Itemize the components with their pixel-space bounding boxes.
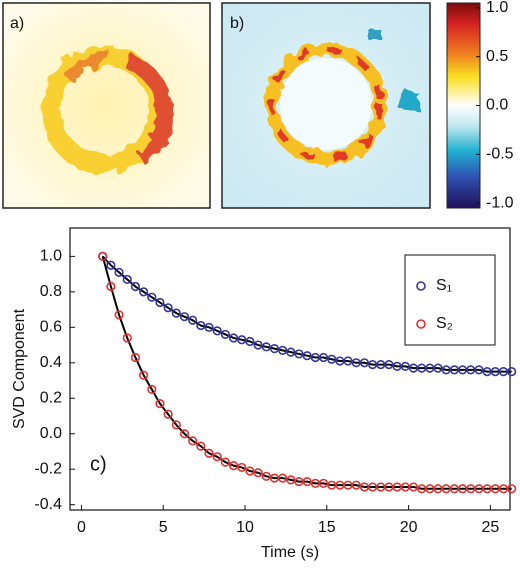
data-point [122,333,132,343]
data-point [204,322,214,332]
legend-marker [416,319,426,329]
image-b: b) [221,2,431,209]
data-point [237,462,247,473]
data-point [228,461,239,471]
data-point [286,347,296,357]
legend [404,254,496,346]
data-point [139,370,149,380]
y-tick-label: 0.6 [40,319,62,336]
y-tick-label: 0.4 [40,354,62,371]
colorbar [446,2,481,209]
legend-label: S₁ [436,277,452,294]
data-point [507,367,517,377]
panel-label: c) [90,453,107,475]
x-tick-label: 10 [236,519,254,536]
data-point [98,251,108,261]
data-point [212,326,222,336]
colorbar-tick-label: -0.5 [486,146,514,163]
data-point [343,356,353,366]
data-point [220,329,230,340]
data-point [212,452,222,462]
data-point [147,384,157,394]
data-point [220,457,230,467]
data-point [261,342,271,352]
y-tick-label: 1.0 [40,248,62,265]
data-point [114,267,124,277]
data-point [408,482,419,492]
data-point [139,287,149,297]
data-point [294,349,304,359]
data-point [155,398,165,409]
data-point [155,297,165,308]
data-point [318,352,329,363]
data-point [196,320,206,331]
legend-label: S₂ [436,315,453,332]
y-tick-label: -0.2 [34,460,62,477]
y-tick-label: 0.8 [40,283,62,300]
data-point [147,292,157,302]
x-tick-label: 15 [318,519,336,536]
data-point [359,358,370,368]
data-point [130,281,141,292]
image-a: a) [2,2,211,209]
x-tick-label: 25 [481,519,499,536]
colorbar-tick-label: 0.5 [486,48,508,65]
data-point [269,344,280,354]
data-point [474,365,484,375]
plot-frame [69,227,511,511]
data-point [245,336,255,347]
data-point [384,359,394,370]
y-tick-label: 0.2 [40,389,62,406]
data-point [171,420,181,430]
data-point [171,308,181,318]
data-point [163,409,173,419]
data-point [327,354,337,364]
y-tick-label: 0.0 [40,425,62,442]
data-point [237,335,247,345]
colorbar-tick-label: 0.0 [486,97,508,114]
x-tick-label: 20 [400,519,418,536]
data-point [253,468,263,478]
data-point [196,441,206,451]
data-point [261,471,271,481]
data-point [106,260,116,270]
data-point [286,475,296,485]
data-point [204,448,214,458]
panel-label: a) [10,15,24,32]
x-tick-label: 0 [77,519,86,536]
data-point [351,480,361,490]
data-point [163,303,173,313]
data-point [400,361,410,371]
data-point [253,340,263,350]
data-point [114,310,124,320]
data-point [507,484,517,494]
data-point [179,429,190,439]
data-point [278,345,288,355]
panel-label: b) [230,15,244,32]
x-axis-label: Time (s) [261,544,319,561]
data-point [188,315,198,325]
data-point [179,312,190,322]
data-point [228,333,239,343]
data-point [278,473,288,483]
data-point [130,352,141,363]
legend-marker [416,281,426,291]
data-point [188,436,198,446]
data-point [433,363,443,373]
colorbar-tick-label: 1.0 [486,0,508,16]
data-point [245,466,255,476]
data-point [302,477,312,487]
x-tick-label: 5 [159,519,168,536]
data-point [302,351,312,361]
y-tick-label: -0.4 [34,496,62,513]
data-point [318,478,329,488]
y-axis-label: SVD Component [11,308,28,429]
colorbar-tick-label: -1.0 [486,194,514,211]
data-point [122,274,132,285]
data-point [106,281,116,292]
